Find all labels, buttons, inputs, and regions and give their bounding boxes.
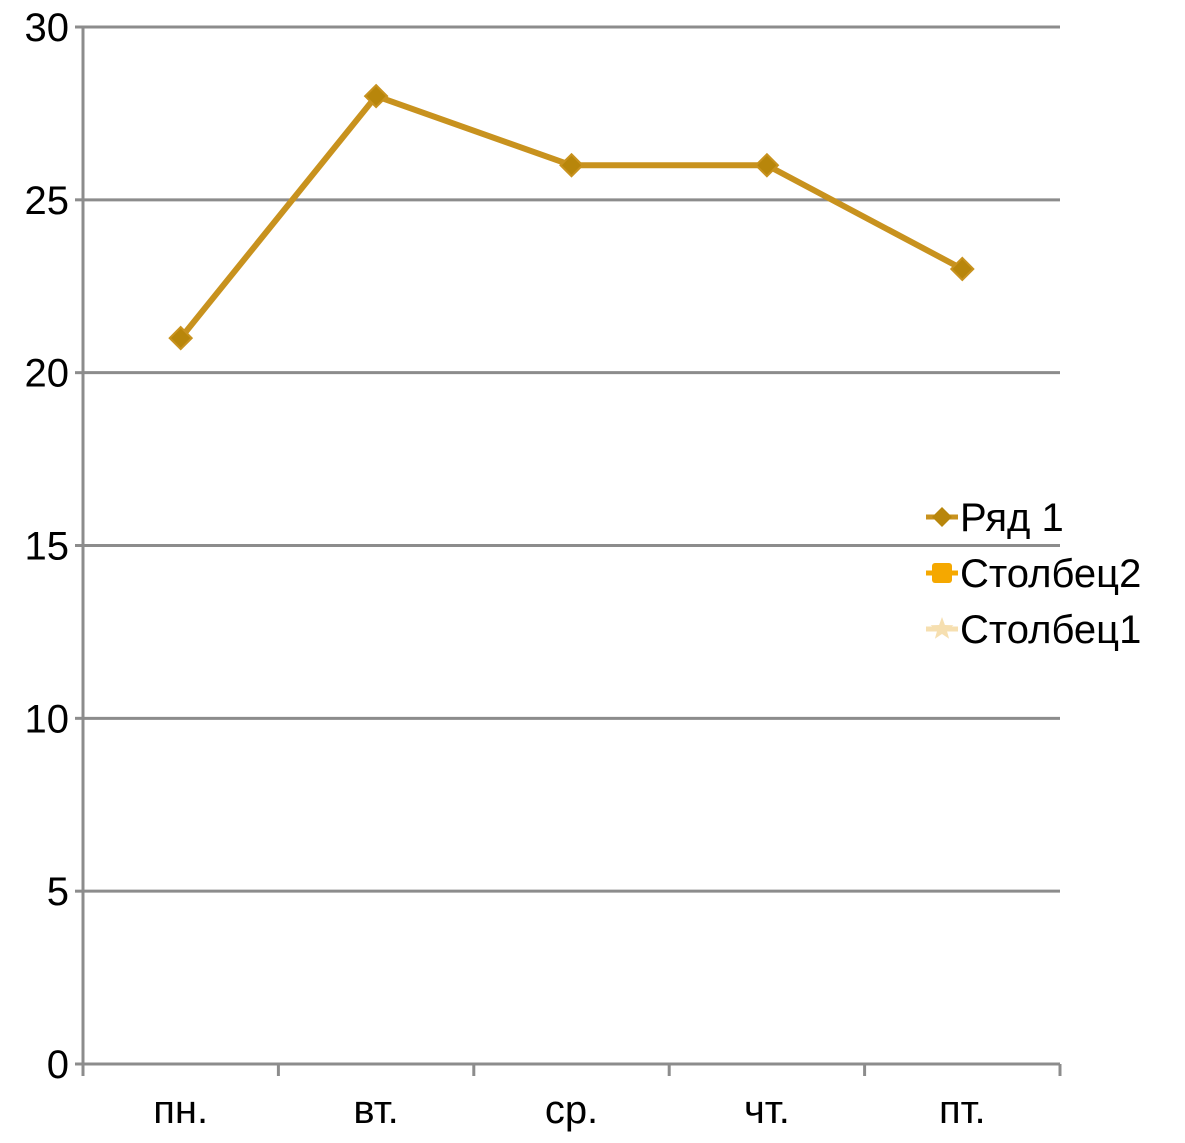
legend-item: Ряд 1 <box>926 496 1064 540</box>
y-tick-label: 20 <box>25 352 70 396</box>
star-icon <box>930 617 954 639</box>
axes <box>75 25 1062 1076</box>
legend: Ряд 1 Столбец2 Столбец1 <box>926 496 1141 652</box>
data-point <box>949 256 975 282</box>
legend-label: Ряд 1 <box>960 496 1064 540</box>
x-tick-labels: пн. вт. ср. чт. пт. <box>153 1088 985 1132</box>
y-tick-label: 0 <box>47 1043 69 1087</box>
gridlines <box>83 25 1060 893</box>
x-tick-label: пн. <box>153 1088 208 1132</box>
y-tick-label: 30 <box>25 6 70 50</box>
data-point <box>168 325 194 351</box>
series-line <box>178 93 964 340</box>
y-tick-label: 15 <box>25 525 70 569</box>
data-point <box>754 152 780 178</box>
diamond-icon <box>932 507 952 527</box>
x-tick-label: пт. <box>939 1088 986 1132</box>
legend-item: Столбец2 <box>926 552 1141 596</box>
legend-label: Столбец2 <box>960 552 1141 596</box>
y-tick-label: 10 <box>25 697 70 741</box>
square-icon <box>932 563 952 583</box>
legend-label: Столбец1 <box>960 608 1141 652</box>
x-tick-label: ср. <box>545 1088 598 1132</box>
y-tick-label: 5 <box>47 870 69 914</box>
x-tick-label: чт. <box>744 1088 790 1132</box>
series-layer <box>168 83 975 351</box>
y-tick-labels: 0 5 10 15 20 25 30 <box>25 6 70 1087</box>
legend-item: Столбец1 <box>926 608 1141 652</box>
y-tick-label: 25 <box>25 179 70 223</box>
x-tick-label: вт. <box>353 1088 398 1132</box>
data-point <box>559 152 584 178</box>
data-point <box>363 83 389 109</box>
